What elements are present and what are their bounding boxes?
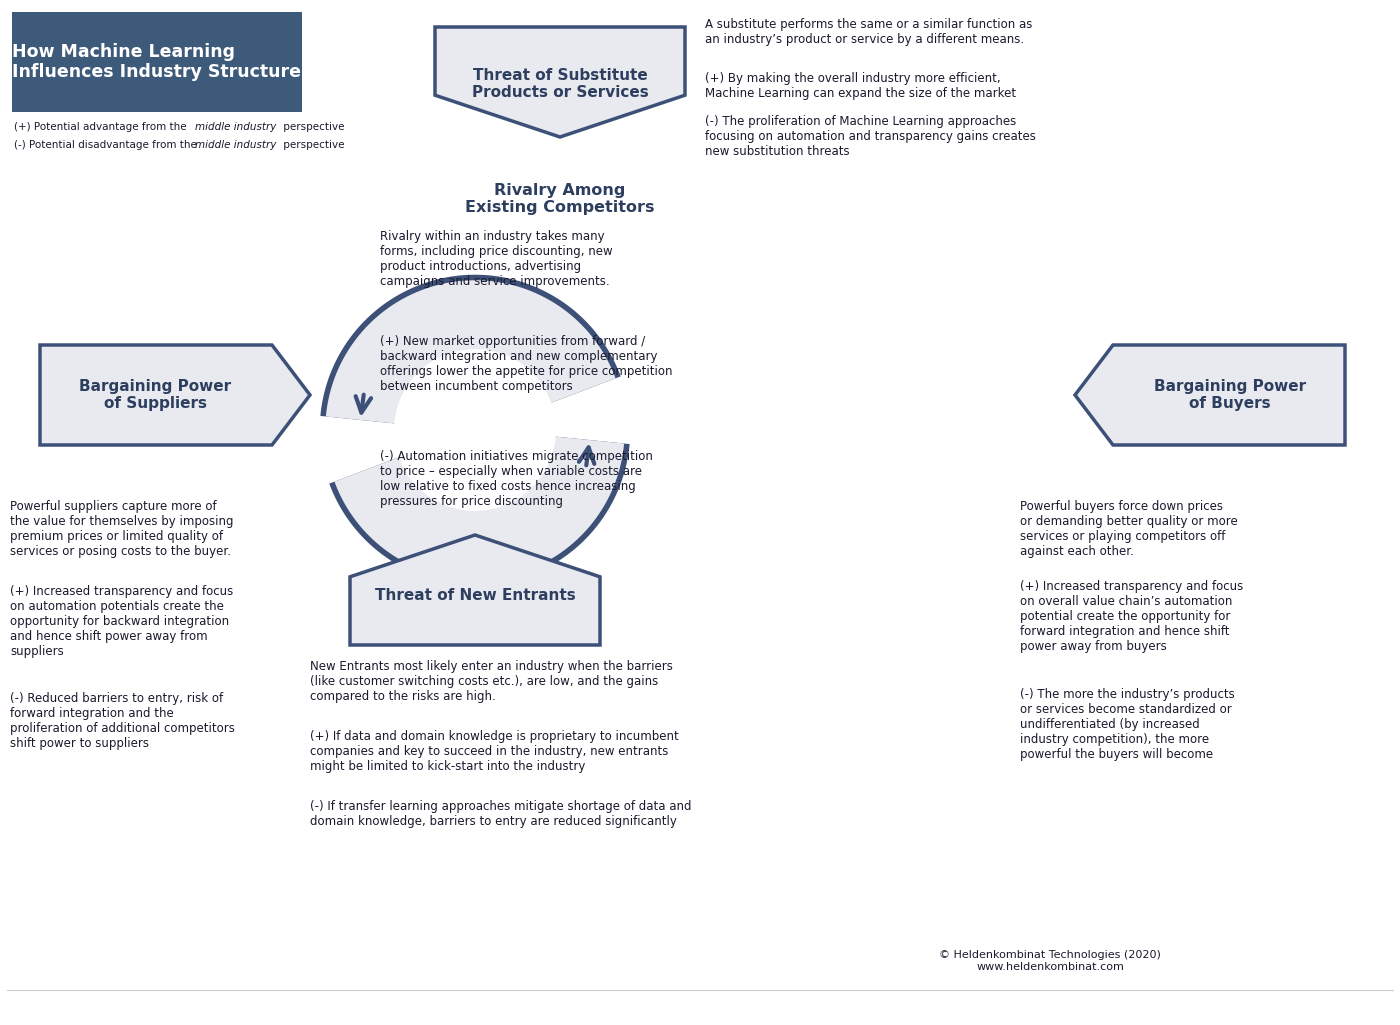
Text: middle industry: middle industry: [195, 140, 276, 150]
Text: (-) Reduced barriers to entry, risk of
forward integration and the
proliferation: (-) Reduced barriers to entry, risk of f…: [10, 692, 235, 750]
Text: How Machine Learning
Influences Industry Structure: How Machine Learning Influences Industry…: [13, 43, 301, 81]
Text: (+) Increased transparency and focus
on automation potentials create the
opportu: (+) Increased transparency and focus on …: [10, 585, 234, 658]
Text: (+) If data and domain knowledge is proprietary to incumbent
companies and key t: (+) If data and domain knowledge is prop…: [309, 730, 679, 773]
Text: A substitute performs the same or a similar function as
an industry’s product or: A substitute performs the same or a simi…: [706, 18, 1032, 46]
Polygon shape: [350, 535, 601, 645]
Polygon shape: [1075, 345, 1345, 445]
Text: Rivalry within an industry takes many
forms, including price discounting, new
pr: Rivalry within an industry takes many fo…: [379, 230, 613, 288]
Text: (+) Increased transparency and focus
on overall value chain’s automation
potenti: (+) Increased transparency and focus on …: [1021, 580, 1243, 653]
Text: © Heldenkombinat Technologies (2020)
www.heldenkombinat.com: © Heldenkombinat Technologies (2020) www…: [939, 950, 1161, 972]
Text: (-) The more the industry’s products
or services become standardized or
undiffer: (-) The more the industry’s products or …: [1021, 688, 1235, 761]
Text: Bargaining Power
of Suppliers: Bargaining Power of Suppliers: [78, 379, 231, 411]
Circle shape: [393, 348, 556, 511]
Text: (+) By making the overall industry more efficient,
Machine Learning can expand t: (+) By making the overall industry more …: [706, 72, 1016, 100]
Text: perspective: perspective: [280, 122, 344, 132]
Text: (-) If transfer learning approaches mitigate shortage of data and
domain knowled: (-) If transfer learning approaches miti…: [309, 800, 692, 828]
Polygon shape: [435, 27, 685, 137]
Text: (+) Potential advantage from the: (+) Potential advantage from the: [14, 122, 190, 132]
Bar: [13, 12, 302, 112]
Text: New Entrants most likely enter an industry when the barriers
(like customer swit: New Entrants most likely enter an indust…: [309, 660, 673, 703]
Text: (-) Potential disadvantage from the: (-) Potential disadvantage from the: [14, 140, 200, 150]
Text: Powerful suppliers capture more of
the value for themselves by imposing
premium : Powerful suppliers capture more of the v…: [10, 500, 234, 558]
Text: (-) The proliferation of Machine Learning approaches
focusing on automation and : (-) The proliferation of Machine Learnin…: [706, 115, 1036, 158]
Text: perspective: perspective: [280, 140, 344, 150]
Text: Bargaining Power
of Buyers: Bargaining Power of Buyers: [1154, 379, 1306, 411]
Text: Threat of Substitute
Products or Services: Threat of Substitute Products or Service…: [472, 68, 648, 100]
Text: (-) Automation initiatives migrate competition
to price – especially when variab: (-) Automation initiatives migrate compe…: [379, 450, 652, 508]
Text: Rivalry Among
Existing Competitors: Rivalry Among Existing Competitors: [465, 183, 655, 215]
Text: Powerful buyers force down prices
or demanding better quality or more
services o: Powerful buyers force down prices or dem…: [1021, 500, 1238, 558]
Text: Threat of New Entrants: Threat of New Entrants: [375, 587, 575, 603]
Text: (+) New market opportunities from forward /
backward integration and new complem: (+) New market opportunities from forwar…: [379, 335, 672, 393]
Polygon shape: [41, 345, 309, 445]
Text: middle industry: middle industry: [195, 122, 276, 132]
